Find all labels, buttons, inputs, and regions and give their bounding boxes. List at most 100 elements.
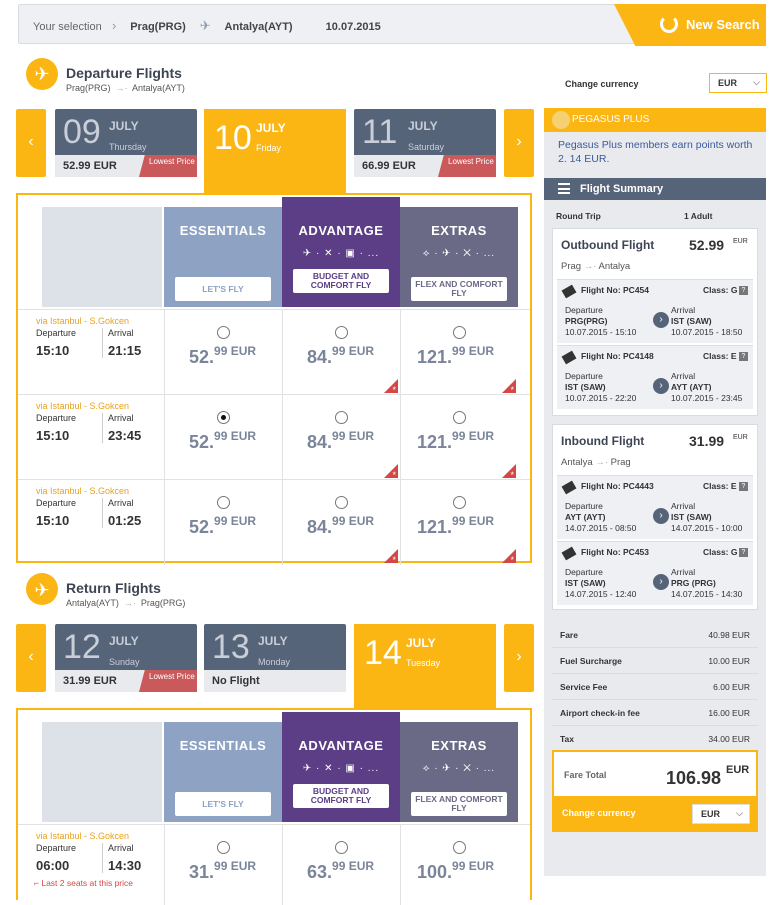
price-int: 84. bbox=[307, 432, 333, 452]
date-option-10-selected[interactable]: 10 JULY Friday bbox=[204, 109, 346, 195]
flight-row[interactable]: via Istanbul - S.Gokcen Departure Arriva… bbox=[18, 309, 530, 395]
lowest-price-badge: Lowest Price bbox=[139, 670, 197, 692]
fare-radio[interactable] bbox=[217, 326, 230, 339]
lets-fly-button[interactable]: LET'S FLY bbox=[175, 792, 271, 816]
selection-bar: Your selection › Prag(PRG) ✈ Antalya(AYT… bbox=[18, 4, 766, 46]
destination-city: Antalya(AYT) bbox=[224, 21, 293, 33]
lets-fly-button[interactable]: LET'S FLY bbox=[175, 277, 271, 301]
departure-label: Departure bbox=[36, 498, 77, 508]
passenger-count: 1 Adult bbox=[684, 211, 713, 221]
fare-radio[interactable] bbox=[335, 326, 348, 339]
fare-price: 52.99 EUR bbox=[189, 514, 256, 538]
next-date-button[interactable]: › bbox=[504, 624, 534, 692]
fare-cell-advantage[interactable]: 84.99 EUR bbox=[282, 395, 400, 480]
budget-comfort-button[interactable]: BUDGET AND COMFORT FLY bbox=[293, 784, 389, 808]
new-search-button[interactable]: New Search bbox=[614, 4, 766, 46]
fare-radio[interactable] bbox=[335, 411, 348, 424]
currency-label: Change currency bbox=[565, 79, 639, 89]
fare-cell-essentials[interactable]: 52.99 EUR bbox=[164, 310, 282, 395]
flight-row[interactable]: via Istanbul - S.Gokcen Departure Arriva… bbox=[18, 479, 530, 565]
currency-select[interactable]: EUR ⌵ bbox=[692, 804, 750, 824]
fare-cell-extras[interactable]: 121.99 EUR bbox=[400, 480, 518, 565]
date-option-11[interactable]: 11 JULY Saturday 66.99 EUR Lowest Price bbox=[354, 109, 496, 177]
currency-select[interactable]: EUR ⌵ bbox=[709, 73, 767, 93]
date-option-09[interactable]: 09 JULY Thursday 52.99 EUR Lowest Price bbox=[55, 109, 197, 177]
date-day: 09 bbox=[63, 113, 101, 151]
price-dec: 99 EUR bbox=[214, 514, 257, 528]
date-weekday: Monday bbox=[258, 657, 291, 667]
pegasus-plus-icon bbox=[552, 111, 570, 129]
help-icon[interactable]: ? bbox=[739, 482, 748, 491]
route-from: Antalya(AYT) bbox=[66, 598, 119, 608]
fare-radio[interactable] bbox=[217, 411, 230, 424]
date-day: 12 bbox=[63, 628, 101, 666]
budget-comfort-button[interactable]: BUDGET AND COMFORT FLY bbox=[293, 269, 389, 293]
fare-cell-advantage[interactable]: 84.99 EUR bbox=[282, 480, 400, 565]
flight-summary-header: Flight Summary bbox=[544, 178, 766, 200]
flex-comfort-button[interactable]: FLEX AND COMFORT FLY bbox=[411, 792, 507, 816]
fare-cell-extras[interactable]: 100.99 EUR bbox=[400, 825, 518, 905]
package-advantage: ADVANTAGE ✈ · ✕ · ▣ · ... BUDGET AND COM… bbox=[282, 712, 400, 822]
chevron-down-icon: ⌵ bbox=[736, 808, 743, 818]
fare-cell-essentials[interactable]: 52.99 EUR bbox=[164, 395, 282, 480]
arrival-datetime: 10.07.2015 - 23:45 bbox=[671, 393, 743, 403]
departure-datetime: 10.07.2015 - 15:10 bbox=[565, 327, 637, 337]
fare-radio[interactable] bbox=[335, 841, 348, 854]
flex-comfort-button[interactable]: FLEX AND COMFORT FLY bbox=[411, 277, 507, 301]
fare-radio[interactable] bbox=[453, 496, 466, 509]
fee-value: 10.00 EUR bbox=[708, 656, 750, 666]
fare-price: 121.99 EUR bbox=[417, 514, 494, 538]
leg-from: Antalya bbox=[561, 457, 593, 468]
fare-cell-essentials[interactable]: 31.99 EUR bbox=[164, 825, 282, 905]
price-int: 121. bbox=[417, 517, 453, 537]
fare-radio[interactable] bbox=[453, 841, 466, 854]
route-arrow-icon: →· bbox=[113, 83, 131, 93]
fee-value: 6.00 EUR bbox=[713, 682, 750, 692]
route-arrow-icon: →· bbox=[121, 598, 139, 608]
arrival-label: Arrival bbox=[108, 328, 134, 338]
fare-price: 52.99 EUR bbox=[189, 344, 256, 368]
leg-title: Outbound Flight bbox=[561, 238, 655, 252]
date-option-14-selected[interactable]: 14 JULY Tuesday bbox=[354, 624, 496, 710]
flight-row[interactable]: via Istanbul - S.Gokcen Departure Arriva… bbox=[18, 394, 530, 480]
fare-radio[interactable] bbox=[453, 411, 466, 424]
departure-time: 15:10 bbox=[36, 343, 70, 358]
fare-radio[interactable] bbox=[217, 841, 230, 854]
next-date-button[interactable]: › bbox=[504, 109, 534, 177]
package-extras: EXTRAS ⟡ · ✈ · ✕ · ... FLEX AND COMFORT … bbox=[400, 722, 518, 822]
prev-date-button[interactable]: ‹ bbox=[16, 109, 46, 177]
fare-cell-advantage[interactable]: 63.99 EUR bbox=[282, 825, 400, 905]
fare-radio[interactable] bbox=[453, 326, 466, 339]
flight-segment: Flight No: PC4443 Class: E ? Departure A… bbox=[557, 475, 753, 539]
price-dec: 99 EUR bbox=[332, 429, 375, 443]
price-int: 31. bbox=[189, 862, 215, 882]
date-option-12[interactable]: 12 JULY Sunday 31.99 EUR Lowest Price bbox=[55, 624, 197, 692]
date-weekday: Thursday bbox=[109, 142, 147, 152]
date-option-13[interactable]: 13 JULY Monday No Flight bbox=[204, 624, 346, 692]
fare-cell-extras[interactable]: 121.99 EUR bbox=[400, 310, 518, 395]
arrival-label: Arrival bbox=[671, 371, 696, 381]
fare-cell-extras[interactable]: 121.99 EUR bbox=[400, 395, 518, 480]
flight-row[interactable]: via Istanbul - S.Gokcen Departure Arriva… bbox=[18, 824, 530, 905]
arrival-label: Arrival bbox=[671, 501, 696, 511]
fare-cell-advantage[interactable]: 84.99 EUR bbox=[282, 310, 400, 395]
currency-value: EUR bbox=[718, 78, 738, 88]
fare-radio[interactable] bbox=[217, 496, 230, 509]
help-icon[interactable]: ? bbox=[739, 548, 748, 557]
package-advantage: ADVANTAGE ✈ · ✕ · ▣ · ... BUDGET AND COM… bbox=[282, 197, 400, 307]
help-icon[interactable]: ? bbox=[739, 352, 748, 361]
route-arrow-icon: →· bbox=[581, 261, 599, 272]
route-to: Antalya(AYT) bbox=[132, 83, 185, 93]
fee-row: Tax 34.00 EUR bbox=[552, 728, 758, 752]
via-label: via Istanbul - S.Gokcen bbox=[36, 486, 130, 496]
fare-cell-essentials[interactable]: 52.99 EUR bbox=[164, 480, 282, 565]
fee-value: 34.00 EUR bbox=[708, 734, 750, 744]
price-int: 121. bbox=[417, 432, 453, 452]
package-title: EXTRAS bbox=[431, 223, 487, 238]
fare-radio[interactable] bbox=[335, 496, 348, 509]
promo-corner-icon bbox=[384, 379, 398, 393]
package-title: ADVANTAGE bbox=[298, 738, 384, 753]
departure-datetime: 10.07.2015 - 22:20 bbox=[565, 393, 637, 403]
prev-date-button[interactable]: ‹ bbox=[16, 624, 46, 692]
help-icon[interactable]: ? bbox=[739, 286, 748, 295]
